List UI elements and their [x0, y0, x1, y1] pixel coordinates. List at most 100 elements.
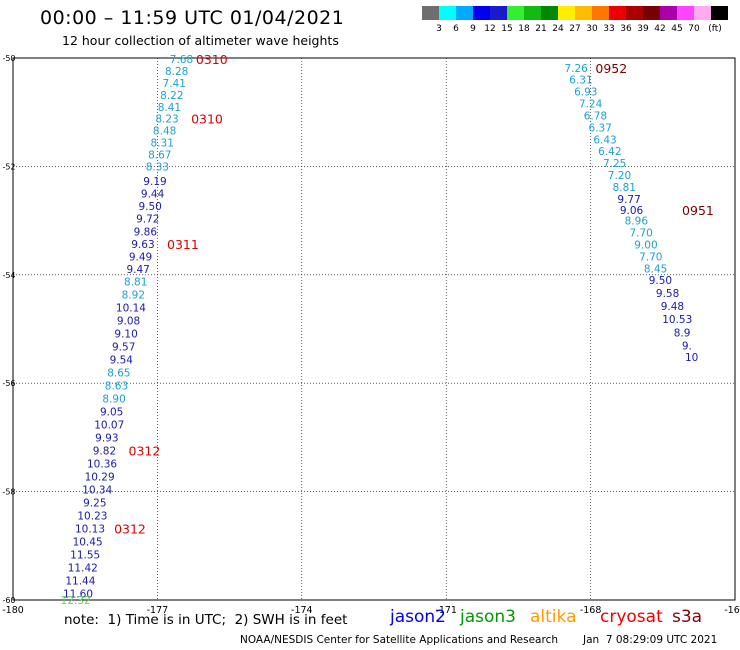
wave-height-label: 9.63 — [131, 239, 154, 251]
color-swatch — [609, 6, 626, 20]
pass-time-label: 0310 — [191, 112, 223, 127]
wave-height-label: 8.67 — [148, 149, 171, 161]
color-scale-label: 6 — [453, 24, 459, 34]
wave-height-label: 8.33 — [146, 161, 169, 173]
wave-height-label: 9.49 — [129, 251, 152, 263]
pass-time-label: 0312 — [114, 521, 146, 536]
color-swatch — [660, 6, 677, 20]
wave-height-label: 8.31 — [151, 138, 174, 150]
wave-height-label: 10.45 — [73, 536, 103, 548]
pass-time-label: 0312 — [129, 443, 161, 458]
color-scale-label: 18 — [518, 24, 530, 34]
color-swatch — [694, 6, 711, 20]
wave-height-label: 9.86 — [134, 226, 158, 238]
y-tick-label: -50 — [2, 54, 15, 63]
color-swatch — [711, 6, 728, 20]
satellite-legend-cryosat: cryosat — [600, 607, 663, 627]
wave-height-label: 9.05 — [100, 406, 123, 418]
color-scale-label: 42 — [654, 24, 666, 34]
wave-height-label: 8.9 — [674, 327, 691, 339]
color-swatch — [439, 6, 456, 20]
wave-height-label: 6.93 — [574, 87, 597, 99]
wave-height-label: 7.24 — [579, 99, 603, 111]
wave-height-label: 8.81 — [613, 182, 636, 194]
wave-height-label: 9.08 — [117, 315, 140, 327]
wave-height-label: 7.68 — [170, 54, 193, 66]
wave-height-label: 8.90 — [102, 393, 125, 405]
wave-height-label: 6.37 — [589, 122, 612, 134]
y-tick-label: -60 — [2, 596, 15, 605]
color-swatch — [456, 6, 473, 20]
wave-height-label: 12.32 — [61, 595, 91, 607]
wave-height-label: 11.42 — [68, 562, 98, 574]
wave-height-label: 11.55 — [70, 549, 100, 561]
x-tick-label: -171 — [435, 605, 457, 616]
wave-height-label: 9.25 — [83, 497, 106, 509]
wave-height-label: 6.31 — [569, 75, 592, 87]
wave-height-label: 9.48 — [661, 301, 684, 313]
color-swatch — [422, 6, 439, 20]
wave-height-label: 10.29 — [85, 471, 115, 483]
color-scale-label: 21 — [535, 24, 547, 34]
wave-height-label: 9. — [682, 340, 692, 352]
color-scale-label: 39 — [637, 24, 649, 34]
generated-timestamp: Jan 7 08:29:09 UTC 2021 — [583, 634, 718, 646]
wave-height-label: 8.41 — [158, 102, 181, 114]
satellite-legend-altika: altika — [530, 607, 577, 627]
wave-height-label: 9.54 — [110, 354, 134, 366]
pass-time-label: 0311 — [167, 237, 199, 252]
color-scale-label: 15 — [501, 24, 513, 34]
wave-height-label: 8.92 — [122, 289, 145, 301]
wave-height-label: 10.07 — [94, 419, 124, 431]
wave-height-label: 9.00 — [634, 239, 657, 251]
x-tick-label: -168 — [580, 605, 602, 616]
pass-time-label: 0310 — [196, 52, 228, 67]
wave-height-label: 8.48 — [153, 126, 176, 138]
wave-height-label: 8.22 — [160, 90, 183, 102]
units-note: note: 1) Time is in UTC; 2) SWH is in fe… — [64, 612, 348, 628]
color-scale-label: 9 — [470, 24, 476, 34]
chart-title: 00:00 – 11:59 UTC 01/04/2021 — [40, 7, 345, 29]
wave-height-label: 7.25 — [603, 158, 626, 170]
wave-height-label: 7.70 — [639, 251, 662, 263]
color-scale-label: 3 — [436, 24, 442, 34]
credit-text: NOAA/NESDIS Center for Satellite Applica… — [240, 634, 558, 646]
color-scale-label: 27 — [569, 24, 581, 34]
wave-height-label: 11.60 — [63, 588, 93, 600]
wave-height-label: 7.41 — [163, 78, 186, 90]
color-scale-label: 24 — [552, 24, 564, 34]
wave-height-label: 9.58 — [656, 288, 679, 300]
wave-height-label: 9.50 — [138, 201, 161, 213]
color-swatch — [558, 6, 575, 20]
wave-height-label: 6.42 — [598, 146, 621, 158]
wave-height-label: 10.34 — [82, 484, 112, 496]
pass-time-label: 0951 — [682, 203, 714, 218]
color-swatch — [677, 6, 694, 20]
color-swatch — [507, 6, 524, 20]
wave-height-label: 6.43 — [593, 134, 616, 146]
wave-height-label: 7.70 — [629, 228, 652, 240]
color-swatch — [524, 6, 541, 20]
x-tick-label: -174 — [291, 605, 313, 616]
wave-height-label: 9.82 — [93, 445, 116, 457]
x-tick-label: -180 — [2, 605, 24, 616]
wave-height-label: 8.96 — [625, 216, 649, 228]
pass-time-label: 0952 — [595, 61, 627, 76]
wave-height-label: 10 — [685, 352, 698, 364]
y-tick-label: -54 — [2, 271, 15, 280]
wave-height-label: 6.78 — [584, 110, 607, 122]
wave-height-label: 10.36 — [87, 458, 117, 470]
y-tick-label: -56 — [2, 379, 15, 388]
wave-height-label: 9.06 — [620, 205, 644, 217]
x-tick-label: -177 — [147, 605, 169, 616]
wave-height-label: 9.44 — [141, 189, 165, 201]
wave-height-label: 8.63 — [105, 380, 128, 392]
color-swatch — [541, 6, 558, 20]
wave-height-label: 10.13 — [75, 523, 105, 535]
color-scale-label: (ft) — [708, 24, 722, 34]
wave-height-label: 9.72 — [136, 213, 159, 225]
color-swatch — [592, 6, 609, 20]
wave-height-label: 8.65 — [107, 367, 130, 379]
color-swatch — [490, 6, 507, 20]
